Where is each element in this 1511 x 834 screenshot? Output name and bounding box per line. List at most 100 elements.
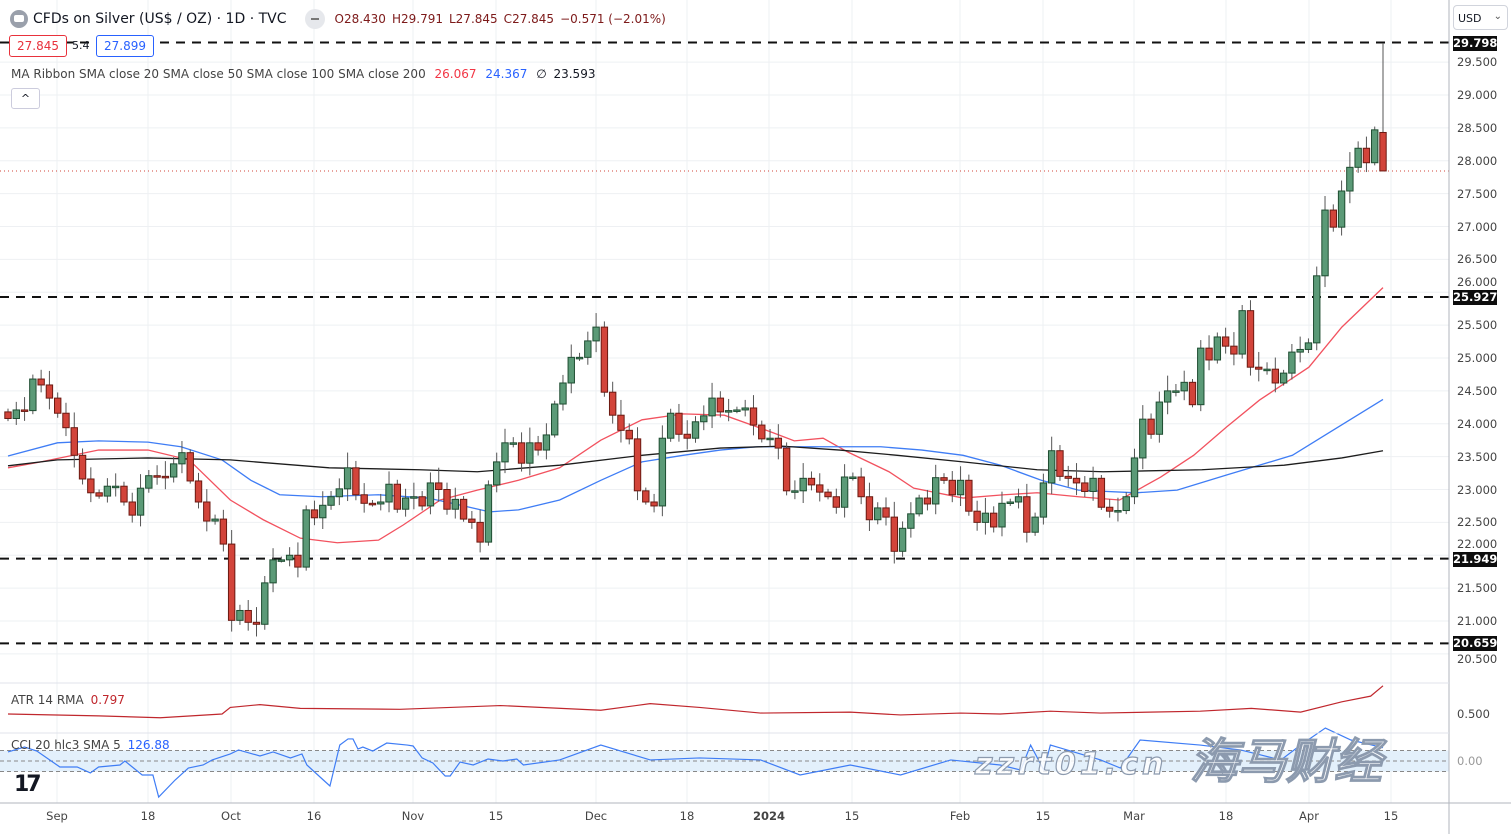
candle [1105,499,1114,518]
candle-body-up [343,467,352,490]
candle [252,607,261,637]
candle [186,449,194,484]
moving-averages [7,287,1384,544]
candle [352,460,360,501]
candle [1354,141,1362,173]
candle-body-down [219,518,228,545]
candle [799,463,807,504]
candle [468,511,476,529]
candle-body-down [965,479,973,512]
price-tick: 27.000 [1457,219,1498,234]
symbol-title[interactable]: CFDs on Silver (US$ / OZ) · 1D · TVC [33,11,287,27]
candle-body-up [981,512,990,523]
level-price-label: 21.949 [1453,551,1498,567]
candle-body-down [807,477,816,486]
candle [343,452,352,502]
silver-symbol-icon [10,10,28,28]
candle [401,488,410,517]
candle-body-down [87,478,95,494]
time-label: Mar [1123,809,1145,823]
candle-body-down [758,424,766,440]
candle-body-up [269,559,277,584]
chevron-down-icon: ⌄ [1493,11,1502,22]
candle-body-up [327,496,335,506]
collapse-legend-button[interactable]: ^ [11,88,40,109]
candle [832,488,841,514]
candle [1172,384,1180,397]
candle [451,487,459,519]
candle [965,474,973,516]
open-label: O [334,12,344,26]
candle-body-down [194,480,203,503]
candle [1031,512,1039,536]
candle [1047,436,1056,495]
candle-body-down [1362,147,1371,164]
price-tick: 28.500 [1457,120,1498,135]
candle [70,412,78,468]
candle-body-up [1288,351,1296,374]
minimize-icon[interactable] [304,9,325,29]
currency-select[interactable]: USD ⌄ [1453,5,1508,30]
candle-body-down [824,491,832,498]
candle [948,471,956,503]
candle-body-up [277,559,286,562]
candle-body-down [128,501,136,516]
candle-body-up [542,434,551,451]
candle [1122,492,1130,515]
candle-body-down [352,467,360,496]
candle [923,489,932,511]
candle-body-up [1304,342,1313,350]
candle-body-up [484,484,493,543]
candle-body-up [1213,336,1222,361]
candle [136,474,145,527]
candle [211,514,219,525]
candle [824,488,832,500]
candle [377,493,385,511]
candle-body-down [45,384,54,399]
candle [1147,413,1155,439]
atr-legend[interactable]: ATR 14 RMA 0.797 [11,693,125,707]
candle-body-down [203,501,211,522]
candle [37,369,45,393]
cci-legend[interactable]: CCI 20 hlc3 SMA 5 126.88 [11,738,170,752]
candle-body-down [53,397,62,414]
candle [285,547,294,567]
ma-ribbon-legend[interactable]: MA Ribbon SMA close 20 SMA close 50 SMA … [11,67,595,81]
candle [890,501,898,564]
candle-body-up [733,409,741,412]
sell-button[interactable]: 27.845 [9,35,67,57]
sma20-line [7,287,1384,544]
high-value: 29.791 [400,12,443,26]
buy-button[interactable]: 27.899 [96,35,154,57]
time-label: Oct [221,809,241,823]
candle [849,472,857,481]
candle [1014,488,1023,509]
candle-body-up [526,442,534,464]
level-price-label: 25.927 [1453,290,1498,306]
candle [534,435,542,456]
candle-body-down [1230,345,1238,355]
price-tick: 25.000 [1457,351,1498,365]
candle-body-down [1188,381,1197,406]
candle-body-down [37,378,45,386]
support-resistance-lines[interactable] [0,41,1449,645]
price-tick: 26.000 [1457,275,1498,290]
candle-body-down [20,409,29,412]
price-tick: 29.000 [1457,88,1498,102]
candle-body-down [608,391,617,416]
candle-body-down [443,489,451,510]
candle-body-down [882,507,890,518]
price-tick: 28.000 [1457,153,1498,168]
candle-body-up [998,502,1006,528]
candle-body-down [600,326,609,393]
candle-body-down [948,479,956,496]
candle [203,489,211,532]
candle [1288,344,1296,380]
time-label: 2024 [752,809,786,823]
candle [426,472,435,515]
candle-body-up [1180,381,1188,392]
candle [169,456,178,483]
candle [584,331,592,365]
candle [691,416,700,443]
